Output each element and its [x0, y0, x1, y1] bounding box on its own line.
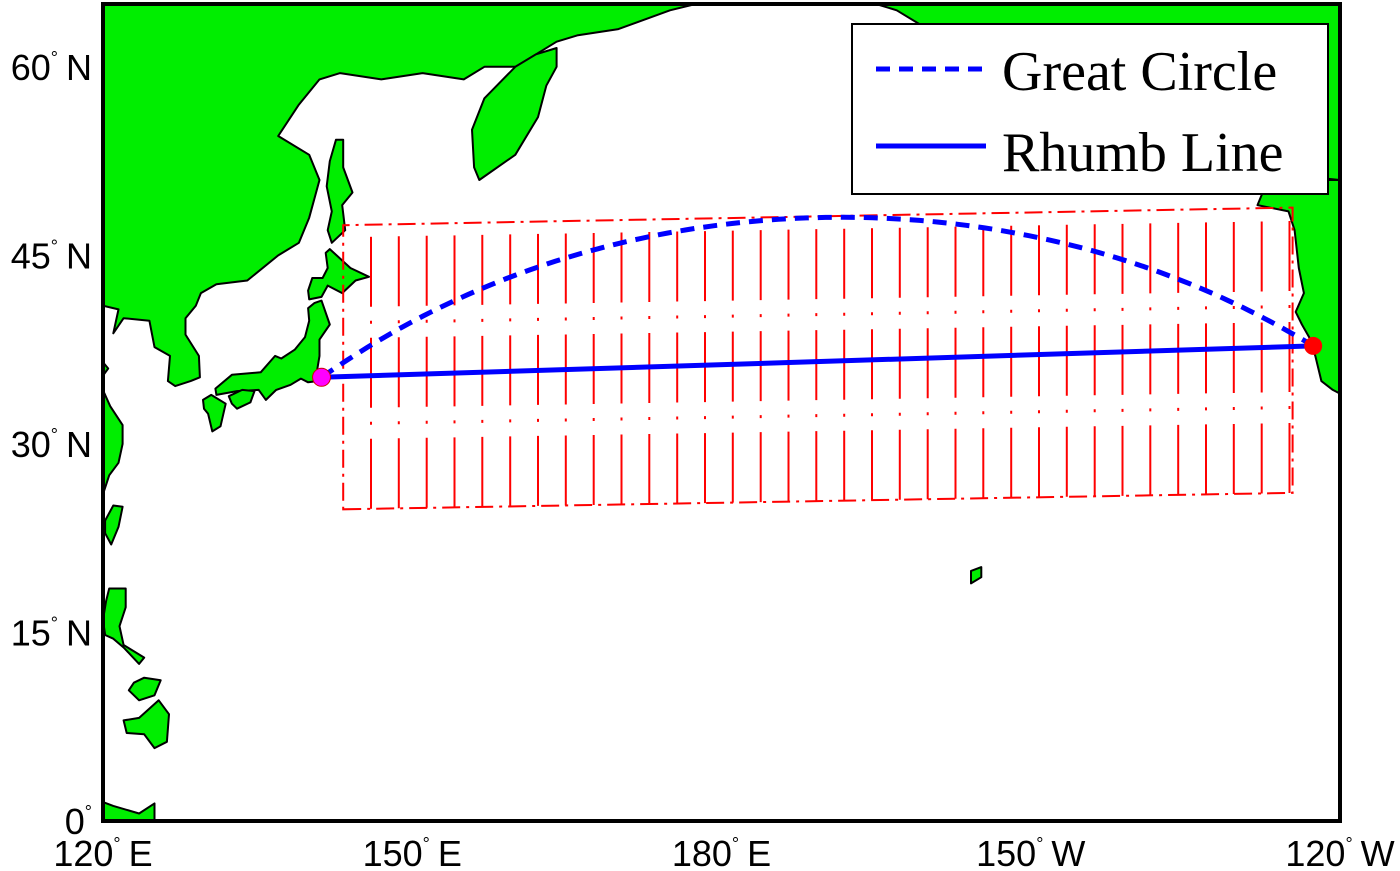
- land-hawaii: [970, 566, 983, 585]
- lat-tick-45: 45° N: [11, 235, 92, 276]
- lon-tick-180: 180° E: [672, 833, 771, 871]
- land-sakhalin: [325, 138, 354, 244]
- lon-tick-210-text: 150° W: [976, 833, 1085, 871]
- land-honshu: [214, 299, 331, 401]
- legend-box: [851, 23, 1329, 195]
- start-point-marker: [312, 367, 332, 387]
- great-circle-route: [320, 214, 1315, 380]
- lon-tick-240: 120° W: [1285, 833, 1394, 871]
- lat-tick-60-text: 60° N: [11, 47, 92, 88]
- lat-tick-30-text: 30° N: [11, 424, 92, 465]
- land-hokkaido: [307, 248, 370, 301]
- lon-tick-150-text: 150° E: [363, 833, 462, 871]
- lon-tick-120: 120° E: [53, 833, 152, 871]
- land-kamchatka: [471, 47, 558, 181]
- lon-tick-150: 150° E: [363, 833, 462, 871]
- legend: Great Circle Rhumb Line: [851, 23, 1329, 195]
- land-kyushu: [202, 393, 227, 433]
- axis-ticks: 0° 15° N 30° N 45° N 60° N 120° E 150° E 180° E 150° W 12…: [11, 47, 1395, 871]
- region-box-outline: [342, 206, 1294, 511]
- lon-tick-180-text: 180° E: [672, 833, 771, 871]
- lon-tick-120-text: 120° E: [53, 833, 152, 871]
- land-shikoku: [227, 388, 256, 410]
- lon-tick-210: 150° W: [976, 833, 1085, 871]
- lon-tick-240-text: 120° W: [1285, 833, 1394, 871]
- lat-tick-45-text: 45° N: [11, 235, 92, 276]
- land-borneo-tip: [103, 801, 156, 821]
- lat-tick-15: 15° N: [11, 612, 92, 653]
- legend-rhumb-line-label: Rhumb Line: [1002, 122, 1284, 184]
- rhumb-line-route: [321, 343, 1314, 380]
- lat-tick-0-text: 0°: [65, 801, 92, 842]
- lat-tick-60: 60° N: [11, 47, 92, 88]
- route-layer: [312, 214, 1323, 387]
- legend-great-circle-label: Great Circle: [1002, 41, 1277, 103]
- land-luzon: [103, 587, 146, 665]
- end-point-marker: [1304, 336, 1323, 355]
- lat-tick-0: 0°: [65, 801, 92, 842]
- lat-tick-30: 30° N: [11, 424, 92, 465]
- land-mindanao: [122, 699, 170, 750]
- land-taiwan: [104, 504, 124, 546]
- map-frame: [101, 2, 1342, 823]
- lat-tick-15-text: 15° N: [11, 612, 92, 653]
- land-visayas: [127, 676, 162, 702]
